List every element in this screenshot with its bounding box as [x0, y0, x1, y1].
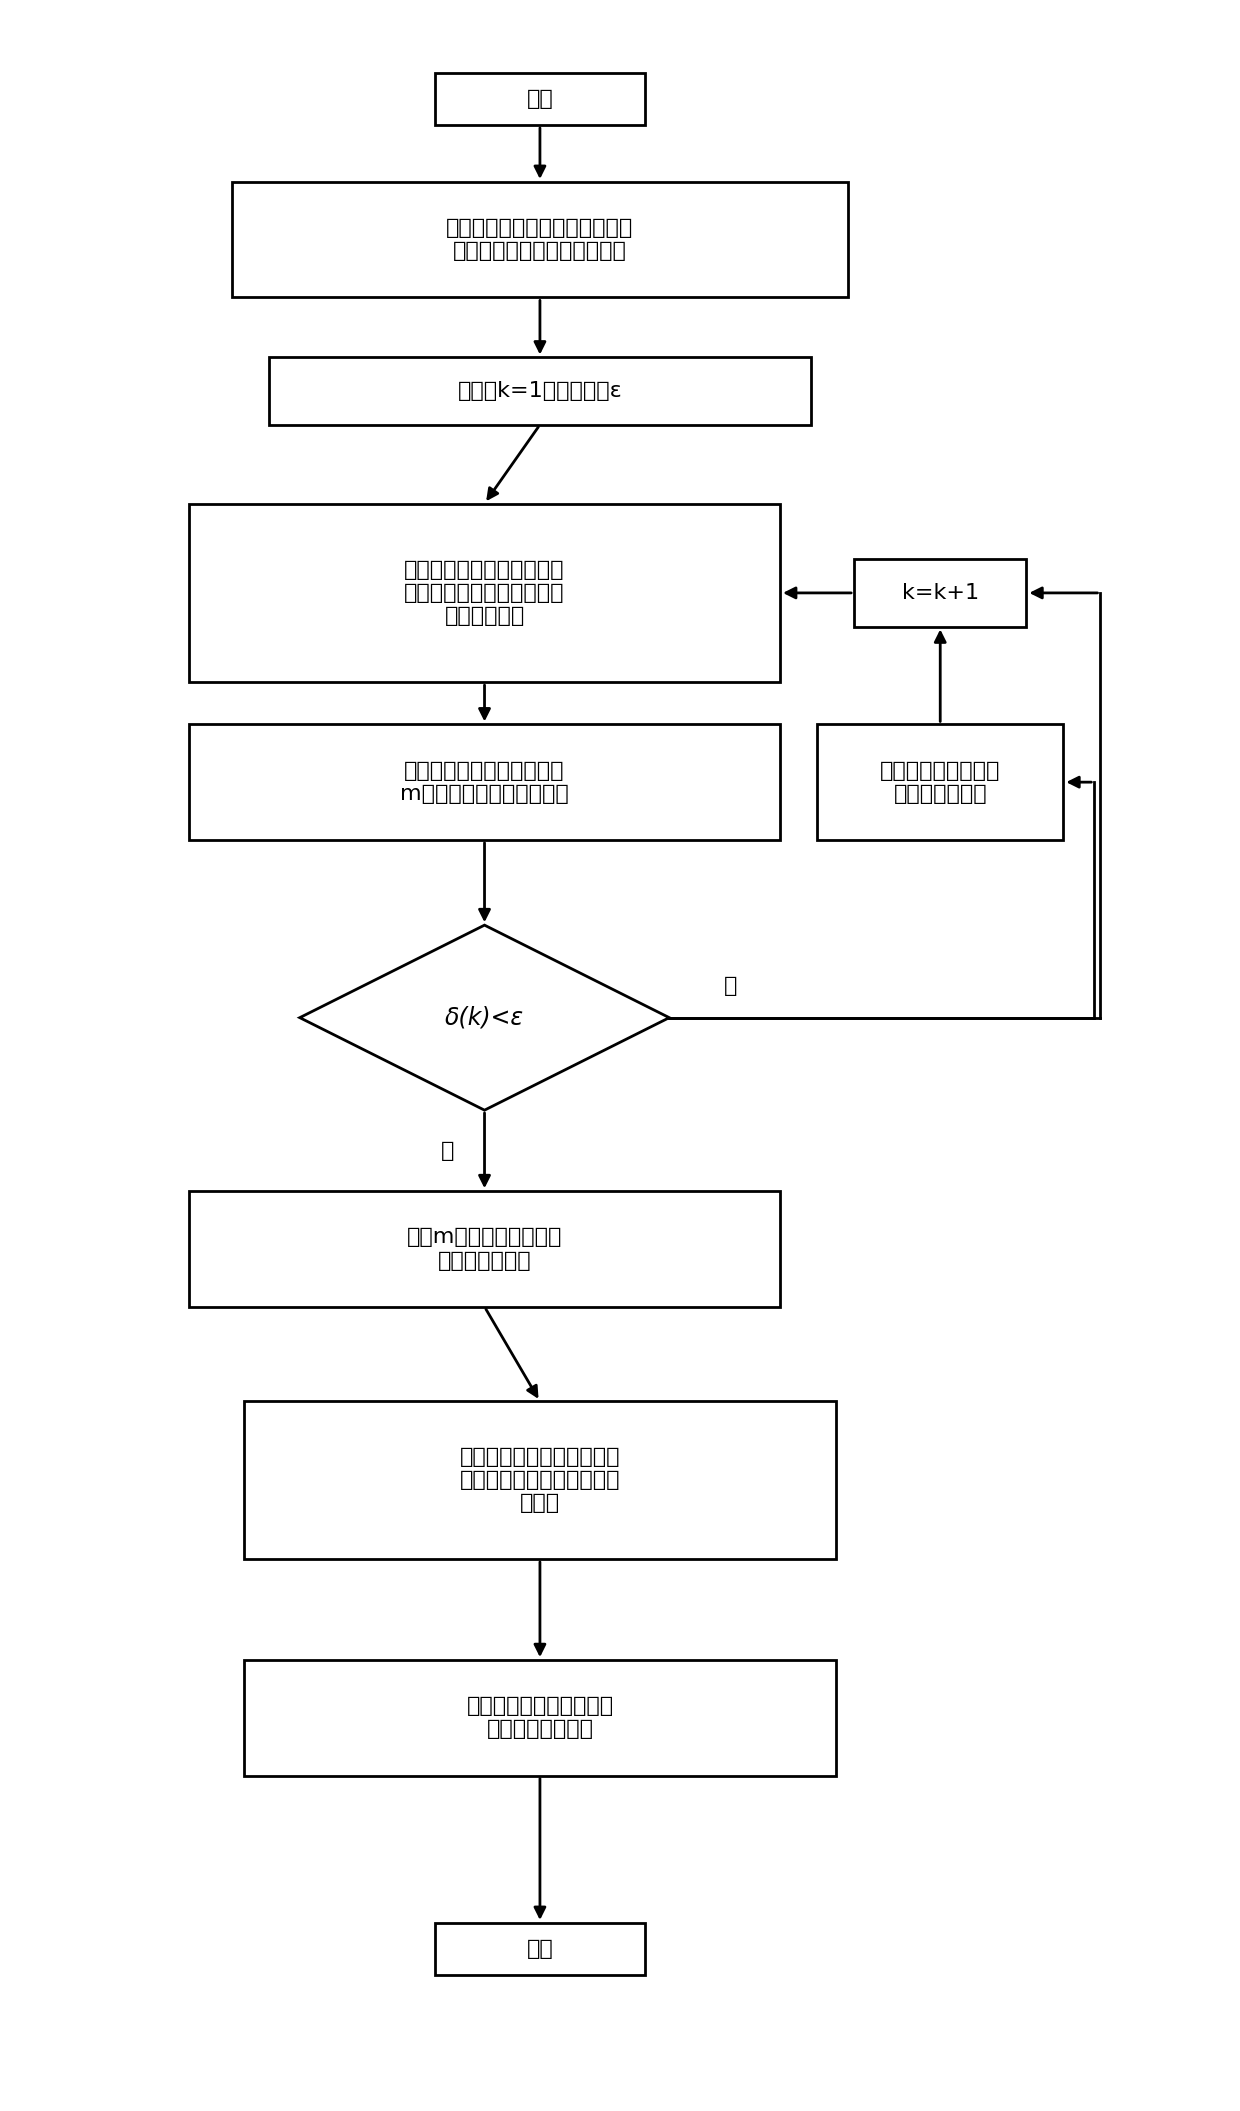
Text: 结束: 结束 [527, 1940, 553, 1959]
Text: δ(k)<ε: δ(k)<ε [445, 1005, 525, 1030]
FancyBboxPatch shape [269, 357, 811, 424]
Text: k=k+1: k=k+1 [901, 583, 978, 604]
FancyBboxPatch shape [188, 724, 780, 840]
Text: 基于悬臂梁模型计算选取的
m个刀位点处的刀具变形量: 基于悬臂梁模型计算选取的 m个刀位点处的刀具变形量 [401, 760, 569, 804]
FancyBboxPatch shape [244, 1402, 836, 1560]
Text: 基于最小二乘法拟合铣削力
大小与对应变形补偿量的函
数关系: 基于最小二乘法拟合铣削力 大小与对应变形补偿量的函 数关系 [460, 1446, 620, 1514]
Text: 利用函数关系求解出其他
刀位点的补偿位置: 利用函数关系求解出其他 刀位点的补偿位置 [466, 1697, 614, 1739]
FancyBboxPatch shape [854, 559, 1027, 627]
FancyBboxPatch shape [817, 724, 1064, 840]
Text: 读取自动生成的刀位数据文件，
建立工件坐标系和刀具坐标系: 读取自动生成的刀位数据文件， 建立工件坐标系和刀具坐标系 [446, 217, 634, 262]
Text: 初始化k=1，尺寸公差ε: 初始化k=1，尺寸公差ε [458, 382, 622, 401]
Text: 根据五轴加工峰值铣削力模
型计算出峰值铣削力大小，
并确定受力点: 根据五轴加工峰值铣削力模 型计算出峰值铣削力大小， 并确定受力点 [404, 559, 564, 627]
FancyBboxPatch shape [232, 182, 848, 298]
FancyBboxPatch shape [188, 505, 780, 682]
FancyBboxPatch shape [435, 1923, 645, 1976]
FancyBboxPatch shape [188, 1191, 780, 1307]
Text: 是: 是 [441, 1140, 454, 1161]
Text: 开始: 开始 [527, 89, 553, 110]
Text: 记录m个新刀位点信息，
得到变形补偿量: 记录m个新刀位点信息， 得到变形补偿量 [407, 1226, 562, 1271]
FancyBboxPatch shape [244, 1659, 836, 1775]
Text: 否: 否 [724, 975, 738, 996]
Text: 镜像补偿修改刀位点
位置及刀轴矢量: 镜像补偿修改刀位点 位置及刀轴矢量 [880, 760, 1001, 804]
Polygon shape [300, 925, 670, 1110]
FancyBboxPatch shape [435, 72, 645, 125]
